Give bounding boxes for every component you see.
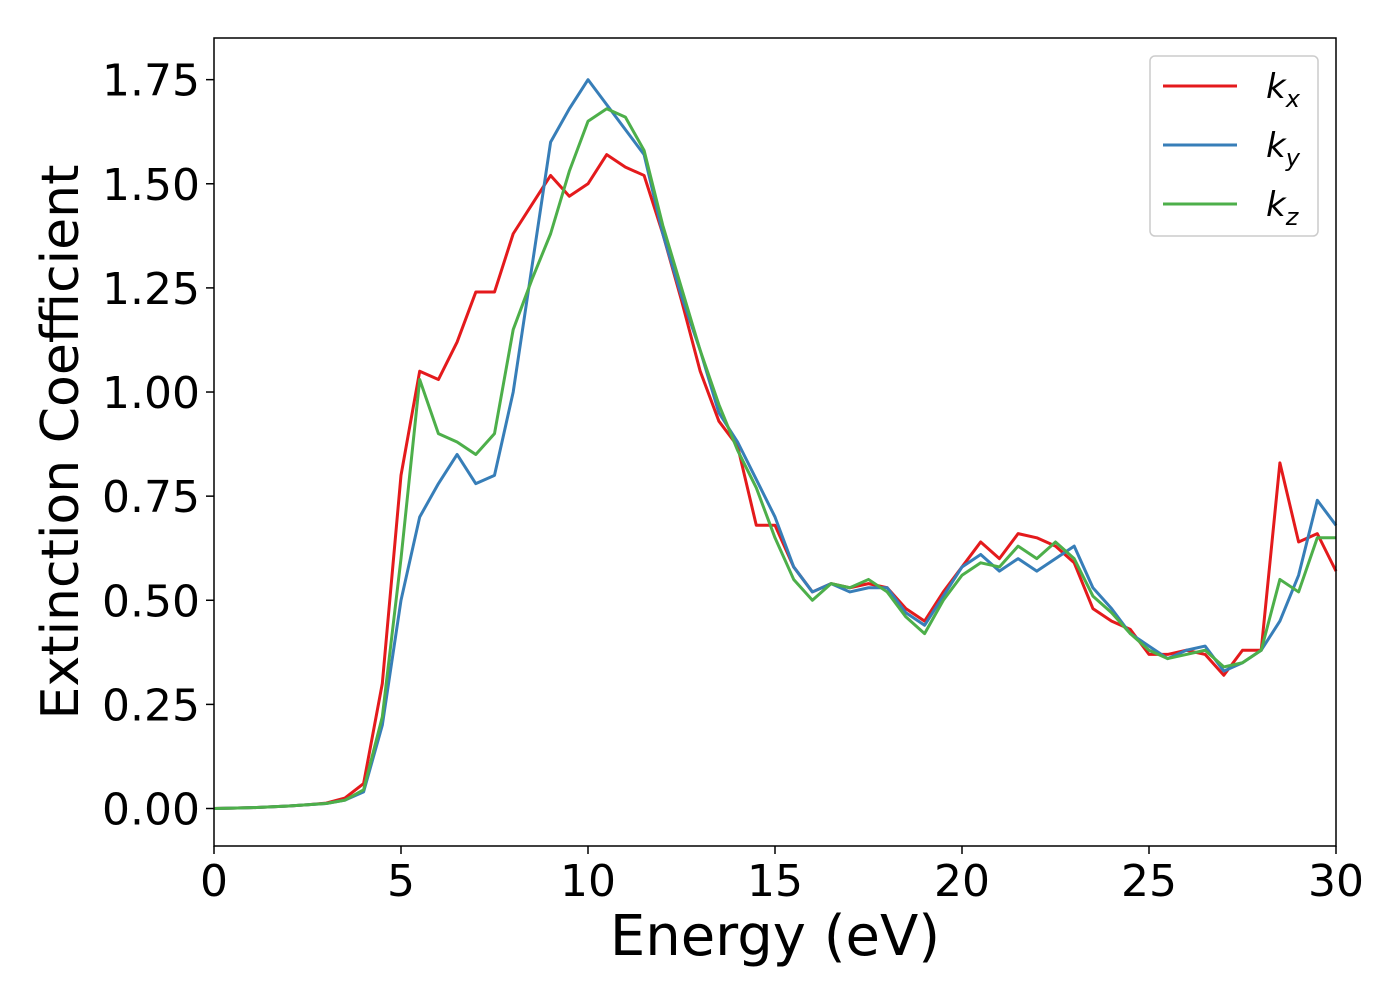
y-tick-label: 1.50	[102, 160, 200, 211]
legend-label: kz	[1266, 185, 1300, 231]
data-line	[213, 153, 1338, 811]
y-axis-label: Extinction Coefficient	[31, 165, 91, 720]
y-tick-label: 0.50	[102, 576, 200, 627]
legend: kx ky kz	[1149, 55, 1319, 237]
x-tick-label: 5	[387, 856, 415, 907]
x-tick-label: 15	[747, 856, 803, 907]
data-line	[213, 107, 1336, 811]
x-axis-label: Energy (eV)	[610, 904, 940, 969]
x-tick-label: 20	[934, 856, 990, 907]
x-tick-label: 10	[560, 856, 616, 907]
y-tick-label: 1.25	[102, 264, 200, 315]
plot-frame	[213, 37, 1337, 847]
legend-label: ky	[1266, 126, 1301, 172]
x-tick-label: 25	[1121, 856, 1177, 907]
y-tick-label: 1.00	[102, 368, 200, 419]
x-tick-label: 0	[200, 856, 228, 907]
y-tick-label: 0.00	[102, 785, 200, 836]
y-tick-label: 1.75	[102, 56, 200, 107]
data-line	[213, 78, 1338, 811]
y-tick-label: 0.75	[102, 472, 200, 523]
y-tick-label: 0.25	[102, 680, 200, 731]
legend-label: kx	[1266, 67, 1301, 113]
x-tick-label: 30	[1308, 856, 1364, 907]
